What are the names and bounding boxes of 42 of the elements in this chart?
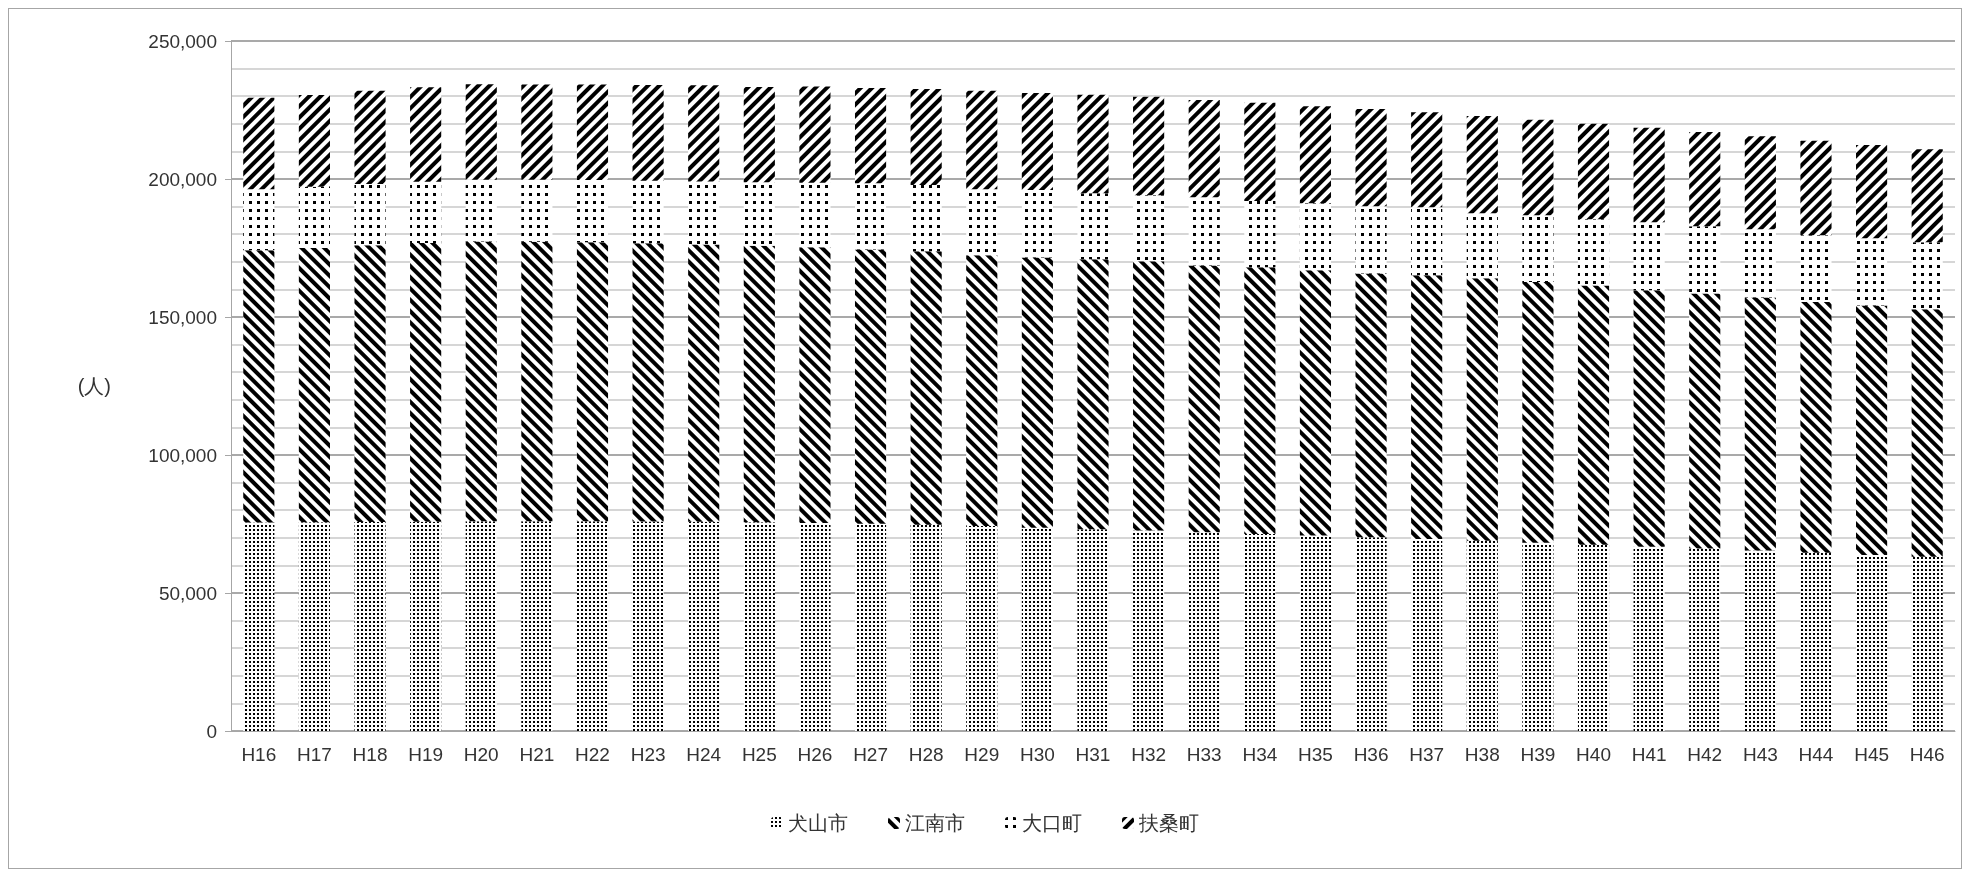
x-tick-label: H24 bbox=[686, 744, 722, 765]
x-tick-label: H44 bbox=[1798, 744, 1834, 765]
x-tick-label: H41 bbox=[1631, 744, 1667, 765]
x-tick-label: H32 bbox=[1131, 744, 1167, 765]
legend-label: 江南市 bbox=[905, 812, 965, 834]
x-tick-label: H37 bbox=[1409, 744, 1445, 765]
y-tick-label: 50,000 bbox=[158, 582, 217, 604]
x-tick-label: H46 bbox=[1909, 744, 1945, 765]
x-tick-label: H45 bbox=[1854, 744, 1890, 765]
x-tick-label: H42 bbox=[1687, 744, 1723, 765]
x-tick-label: H19 bbox=[408, 744, 444, 765]
x-tick-label: H25 bbox=[741, 744, 777, 765]
y-tick-label: 200,000 bbox=[148, 168, 217, 190]
x-tick-label: H17 bbox=[296, 744, 332, 765]
x-tick-label: H31 bbox=[1075, 744, 1111, 765]
x-tick-label: H36 bbox=[1353, 744, 1389, 765]
x-tick-label: H29 bbox=[964, 744, 1000, 765]
legend-label: 扶桑町 bbox=[1138, 812, 1199, 834]
legend-label: 大口町 bbox=[1022, 812, 1082, 834]
x-tick-label: H34 bbox=[1242, 744, 1278, 765]
y-tick-label: 150,000 bbox=[148, 306, 217, 328]
x-tick-label: H33 bbox=[1186, 744, 1222, 765]
y-axis-title: (人) bbox=[77, 375, 111, 397]
legend-label: 犬山市 bbox=[788, 812, 848, 834]
x-tick-label: H16 bbox=[241, 744, 277, 765]
x-tick-label: H39 bbox=[1520, 744, 1556, 765]
x-tick-label: H23 bbox=[630, 744, 666, 765]
x-tick-label: H43 bbox=[1742, 744, 1778, 765]
x-tick-label: H21 bbox=[519, 744, 555, 765]
x-tick-label: H20 bbox=[463, 744, 499, 765]
y-tick-label: 250,000 bbox=[148, 30, 217, 52]
x-tick-label: H26 bbox=[797, 744, 833, 765]
x-tick-label: H18 bbox=[352, 744, 388, 765]
y-tick-label: 0 bbox=[206, 720, 217, 742]
x-tick-label: H27 bbox=[853, 744, 888, 765]
x-tick-label: H40 bbox=[1576, 744, 1611, 765]
x-tick-label: H35 bbox=[1298, 744, 1333, 765]
x-tick-label: H30 bbox=[1019, 744, 1055, 765]
x-tick-label: H22 bbox=[575, 744, 610, 765]
x-tick-label: H28 bbox=[908, 744, 944, 765]
x-tick-label: H38 bbox=[1464, 744, 1500, 765]
y-tick-label: 100,000 bbox=[148, 444, 217, 466]
